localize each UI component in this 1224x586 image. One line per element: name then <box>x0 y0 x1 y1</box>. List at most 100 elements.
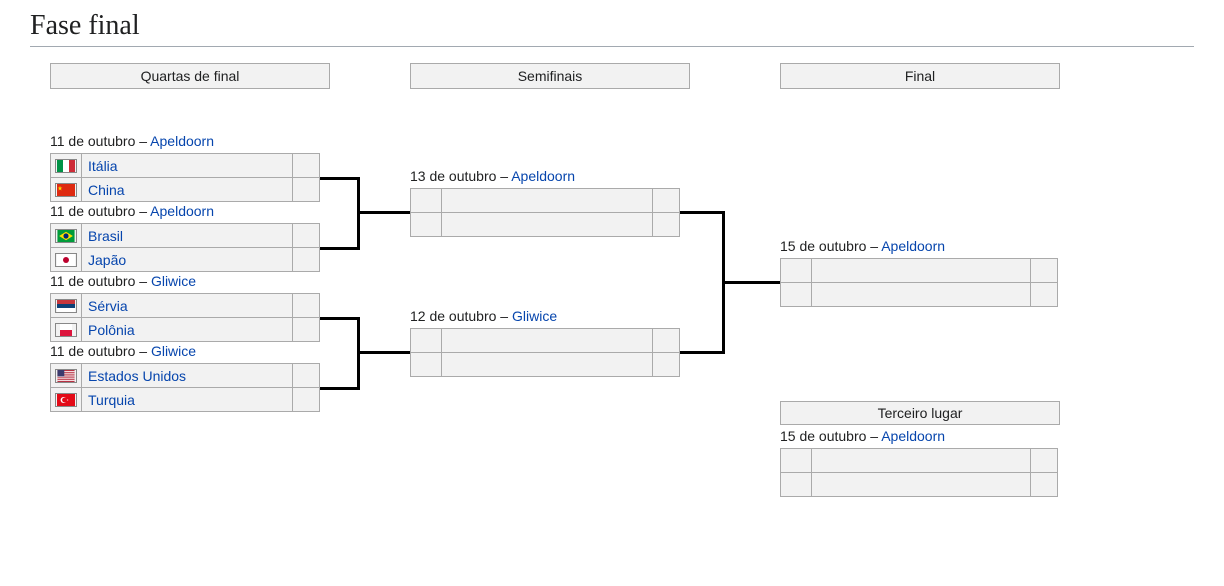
venue-link-qf3[interactable]: Gliwice <box>151 273 196 289</box>
team-row <box>780 473 1058 497</box>
flag-cell <box>780 259 812 282</box>
score-cell <box>653 329 680 352</box>
team-name-cell <box>812 259 1031 282</box>
score-cell <box>1031 449 1058 472</box>
team-link[interactable]: Japão <box>88 252 126 268</box>
score-cell <box>293 178 320 201</box>
third-place-header: Terceiro lugar <box>780 401 1060 425</box>
connector-8 <box>680 211 725 214</box>
usa-flag-icon <box>55 369 77 383</box>
team-name-cell <box>812 283 1031 306</box>
team-name-cell <box>442 213 653 236</box>
bracket: Quartas de finalSemifinaisFinal11 de out… <box>30 53 1194 573</box>
match-date-qf3: 11 de outubro – Gliwice <box>50 273 196 289</box>
venue-link-sf1[interactable]: Apeldoorn <box>511 168 575 184</box>
team-row <box>780 283 1058 307</box>
team-link[interactable]: Brasil <box>88 228 123 244</box>
match-date-qf4: 11 de outubro – Gliwice <box>50 343 196 359</box>
venue-link-qf1[interactable]: Apeldoorn <box>150 133 214 149</box>
team-link[interactable]: Turquia <box>88 392 135 408</box>
team-link[interactable]: Estados Unidos <box>88 368 186 384</box>
match-date-qf2: 11 de outubro – Apeldoorn <box>50 203 214 219</box>
score-cell <box>293 318 320 341</box>
match-box-sf1 <box>410 188 680 237</box>
team-name-cell <box>812 473 1031 496</box>
team-name-cell: Japão <box>82 248 293 271</box>
match-date-final: 15 de outubro – Apeldoorn <box>780 238 945 254</box>
match-box-third <box>780 448 1058 497</box>
score-cell <box>1031 259 1058 282</box>
match-date-third: 15 de outubro – Apeldoorn <box>780 428 945 444</box>
team-row <box>780 259 1058 283</box>
match-date-sf2: 12 de outubro – Gliwice <box>410 308 557 324</box>
venue-link-qf2[interactable]: Apeldoorn <box>150 203 214 219</box>
flag-cell <box>410 189 442 212</box>
flag-cell <box>50 364 82 387</box>
score-cell <box>293 364 320 387</box>
team-row <box>780 449 1058 473</box>
score-cell <box>293 248 320 271</box>
score-cell <box>1031 283 1058 306</box>
score-cell <box>653 189 680 212</box>
team-name-cell: Itália <box>82 154 293 177</box>
score-cell <box>293 154 320 177</box>
team-row: China <box>50 178 320 202</box>
connector-4 <box>320 317 360 320</box>
score-cell <box>293 294 320 317</box>
team-link[interactable]: China <box>88 182 125 198</box>
team-name-cell: Sérvia <box>82 294 293 317</box>
connector-9 <box>680 351 725 354</box>
connector-11 <box>722 281 780 284</box>
team-row: Itália <box>50 154 320 178</box>
poland-flag-icon <box>55 323 77 337</box>
flag-cell <box>50 318 82 341</box>
connector-5 <box>320 387 360 390</box>
team-row <box>410 213 680 237</box>
venue-link-third[interactable]: Apeldoorn <box>881 428 945 444</box>
team-row: Estados Unidos <box>50 364 320 388</box>
team-link[interactable]: Polônia <box>88 322 135 338</box>
serbia-flag-icon <box>55 299 77 313</box>
china-flag-icon <box>55 183 77 197</box>
flag-cell <box>780 473 812 496</box>
team-link[interactable]: Itália <box>88 158 118 174</box>
flag-cell <box>50 224 82 247</box>
team-name-cell: Brasil <box>82 224 293 247</box>
flag-cell <box>780 449 812 472</box>
flag-cell <box>50 294 82 317</box>
match-box-qf4: Estados Unidos Turquia <box>50 363 320 412</box>
score-cell <box>293 224 320 247</box>
venue-link-qf4[interactable]: Gliwice <box>151 343 196 359</box>
venue-link-final[interactable]: Apeldoorn <box>881 238 945 254</box>
italy-flag-icon <box>55 159 77 173</box>
flag-cell <box>50 178 82 201</box>
match-box-sf2 <box>410 328 680 377</box>
match-date-qf1: 11 de outubro – Apeldoorn <box>50 133 214 149</box>
team-link[interactable]: Sérvia <box>88 298 128 314</box>
team-name-cell: Polônia <box>82 318 293 341</box>
connector-0 <box>320 177 360 180</box>
team-name-cell <box>442 189 653 212</box>
team-row: Turquia <box>50 388 320 412</box>
score-cell <box>293 388 320 411</box>
match-box-qf1: Itália China <box>50 153 320 202</box>
flag-cell <box>50 154 82 177</box>
venue-link-sf2[interactable]: Gliwice <box>512 308 557 324</box>
flag-cell <box>410 213 442 236</box>
score-cell <box>653 353 680 376</box>
match-box-qf3: Sérvia Polônia <box>50 293 320 342</box>
connector-3 <box>357 211 410 214</box>
score-cell <box>653 213 680 236</box>
flag-cell <box>50 248 82 271</box>
flag-cell <box>410 329 442 352</box>
team-name-cell: China <box>82 178 293 201</box>
turkey-flag-icon <box>55 393 77 407</box>
flag-cell <box>780 283 812 306</box>
round-header-sf: Semifinais <box>410 63 690 89</box>
team-name-cell: Estados Unidos <box>82 364 293 387</box>
match-date-sf1: 13 de outubro – Apeldoorn <box>410 168 575 184</box>
match-box-final <box>780 258 1058 307</box>
team-name-cell: Turquia <box>82 388 293 411</box>
team-row: Polônia <box>50 318 320 342</box>
team-row <box>410 329 680 353</box>
